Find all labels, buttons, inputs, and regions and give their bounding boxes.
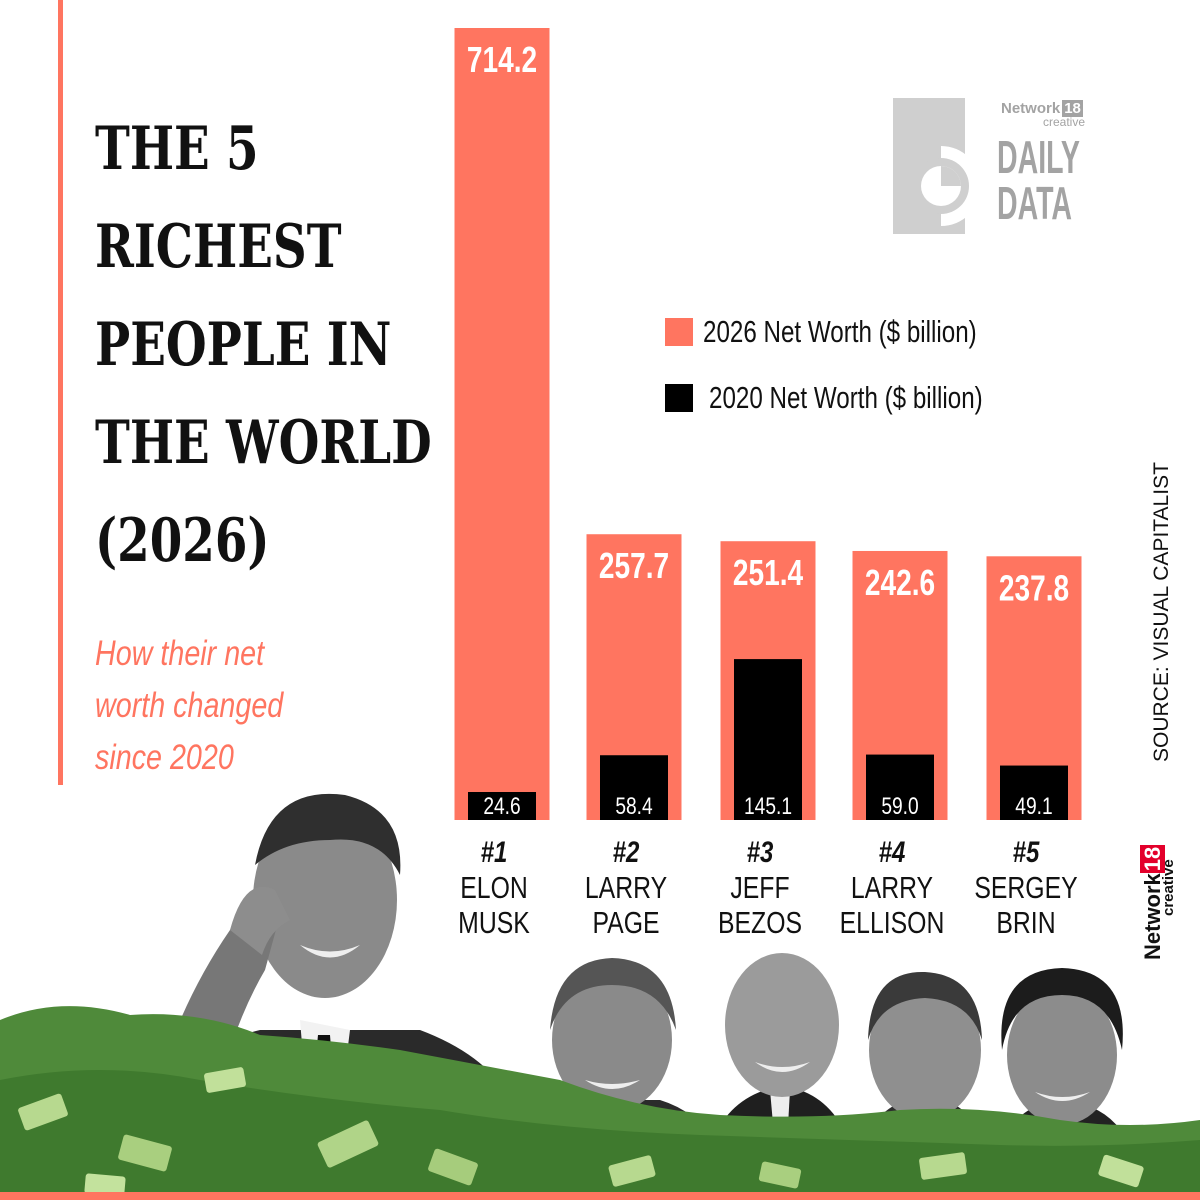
legend-label-2026: 2026 Net Worth ($ billion) [703, 314, 977, 349]
category-label: SERGEY [974, 870, 1078, 904]
title-line: RICHEST [95, 212, 342, 282]
category-label: BEZOS [718, 905, 802, 939]
subtitle-line: since 2020 [95, 738, 234, 777]
bar-2020 [1000, 765, 1068, 820]
category-rank: #4 [879, 834, 906, 868]
bottom-rule [0, 1192, 1200, 1200]
logo-daily-word: DAILY [997, 131, 1080, 183]
bar-chart: 714.224.6#1ELONMUSK257.758.4#2LARRYPAGE2… [454, 28, 1082, 940]
accent-rule [58, 0, 63, 785]
bar-2020 [866, 754, 934, 820]
legend-swatch-2026 [665, 318, 693, 346]
logo-18-badge: 18 [1062, 100, 1083, 117]
data-label-2020: 59.0 [881, 792, 918, 820]
data-label-2026: 237.8 [999, 568, 1069, 608]
data-label-2020: 24.6 [483, 792, 520, 820]
logo-network-word: Network [1001, 100, 1061, 117]
category-rank: #5 [1013, 834, 1040, 868]
legend-label-2020: 2020 Net Worth ($ billion) [709, 380, 983, 415]
category-label: LARRY [585, 870, 667, 904]
subtitle-line: How their net [95, 634, 265, 673]
title-line: PEOPLE IN [95, 310, 392, 380]
category-label: JEFF [730, 870, 789, 904]
bar-2020 [600, 755, 668, 820]
category-rank: #3 [747, 834, 774, 868]
category-label: ELLISON [840, 905, 945, 939]
subtitle-line: worth changed [95, 686, 284, 725]
data-label-2026: 242.6 [865, 563, 935, 603]
data-label-2026: 714.2 [467, 40, 537, 80]
subtitle: How their net worth changed since 2020 [95, 628, 308, 784]
bar-2020 [468, 792, 536, 820]
category-rank: #2 [613, 834, 640, 868]
logo-creative: creative [1043, 115, 1086, 129]
category-label: PAGE [592, 905, 659, 939]
data-label-2020: 58.4 [615, 792, 652, 820]
bar-2020 [734, 659, 802, 820]
legend-swatch-2020 [665, 384, 693, 412]
data-label-2020: 49.1 [1015, 792, 1052, 820]
bar-2026 [454, 28, 550, 820]
pie-chart-icon [913, 146, 981, 226]
logo-daily-data: DAILY DATA [997, 134, 1080, 226]
money-pile [0, 1006, 1200, 1200]
logo-data-word: DATA [997, 177, 1072, 229]
title-line: (2026) [95, 506, 270, 576]
data-label-2026: 257.7 [599, 546, 669, 586]
data-label-2026: 251.4 [733, 553, 803, 593]
category-label: MUSK [458, 905, 530, 939]
logo-network: Network 18 [1001, 100, 1083, 117]
daily-data-logo: Network 18 creative DAILY DATA [893, 98, 1093, 238]
title-line: THE 5 [95, 114, 259, 184]
source-note: SOURCE: VISUAL CAPITALIST [1150, 462, 1173, 762]
data-label-2020: 145.1 [744, 792, 792, 820]
category-label: LARRY [851, 870, 933, 904]
category-label: ELON [460, 870, 528, 904]
portraits-and-money [0, 793, 1200, 1200]
category-rank: #1 [481, 834, 508, 868]
category-label: BRIN [996, 905, 1055, 939]
page-title: THE 5 RICHEST PEOPLE IN THE WORLD (2026) [95, 100, 432, 590]
